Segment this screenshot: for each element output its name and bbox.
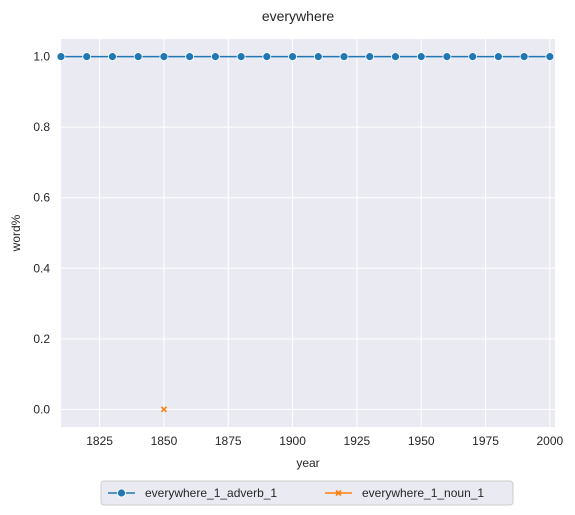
data-point xyxy=(288,52,297,62)
legend-marker xyxy=(117,488,126,498)
x-tick-label: 1975 xyxy=(472,434,499,448)
plot-area xyxy=(61,39,555,427)
x-tick-label: 2000 xyxy=(537,434,564,448)
y-axis-ticks: 0.0 0.2 0.4 0.6 0.8 1.0 xyxy=(33,50,50,417)
data-point xyxy=(185,52,195,62)
x-tick-label: 1850 xyxy=(151,434,178,448)
data-point xyxy=(545,52,555,62)
x-tick-label: 1900 xyxy=(279,434,306,448)
data-point xyxy=(519,52,529,62)
y-tick-label: 1.0 xyxy=(33,50,50,64)
data-point xyxy=(210,52,220,62)
chart-title: everywhere xyxy=(262,8,335,24)
y-tick-label: 0.0 xyxy=(33,402,50,416)
data-point xyxy=(442,52,452,62)
y-tick-label: 0.4 xyxy=(33,261,50,275)
series-everywhere_1_noun_1 xyxy=(160,406,167,413)
data-point xyxy=(159,52,169,62)
legend-label: everywhere_1_adverb_1 xyxy=(145,486,277,500)
legend-marker xyxy=(335,489,342,497)
data-point xyxy=(82,52,92,62)
data-point xyxy=(133,52,143,62)
data-point xyxy=(339,52,349,62)
data-point xyxy=(236,52,246,62)
y-tick-label: 0.2 xyxy=(33,332,50,346)
data-point xyxy=(391,52,400,62)
legend-label: everywhere_1_noun_1 xyxy=(362,486,484,500)
data-point xyxy=(160,406,167,413)
y-tick-label: 0.6 xyxy=(33,191,50,205)
legend-entry: everywhere_1_adverb_1 xyxy=(108,486,277,500)
x-axis-label: year xyxy=(296,456,319,470)
x-tick-label: 1925 xyxy=(344,434,371,448)
series-everywhere_1_adverb_1 xyxy=(56,52,555,62)
x-axis-ticks: 1825 1850 1875 1900 1925 1950 1975 2000 xyxy=(86,434,563,448)
data-point xyxy=(468,52,478,62)
data-point xyxy=(493,52,503,62)
data-point xyxy=(108,52,117,62)
y-axis-label: word% xyxy=(9,214,23,252)
legend-box xyxy=(100,480,514,506)
series-layer xyxy=(56,52,555,413)
data-point xyxy=(313,52,323,62)
x-tick-label: 1825 xyxy=(86,434,113,448)
legend-entry: everywhere_1_noun_1 xyxy=(325,486,484,500)
data-point xyxy=(56,52,66,62)
legend: everywhere_1_adverb_1 everywhere_1_noun_1 xyxy=(100,480,514,506)
x-tick-label: 1950 xyxy=(408,434,435,448)
data-point xyxy=(365,52,375,62)
y-tick-label: 0.8 xyxy=(33,120,50,134)
x-tick-label: 1875 xyxy=(215,434,242,448)
data-point xyxy=(416,52,426,62)
data-point xyxy=(262,52,272,62)
